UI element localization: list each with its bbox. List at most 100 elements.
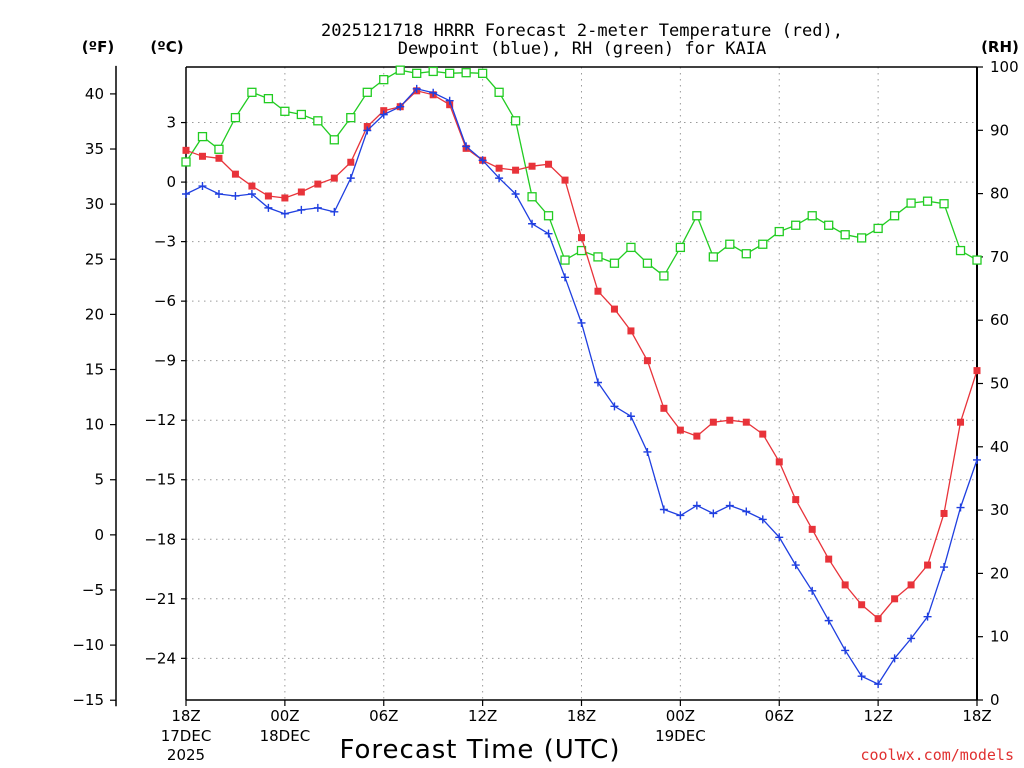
chart-title-line2: Dewpoint (blue), RH (green) for KAIA — [398, 39, 766, 59]
rh-marker — [263, 94, 274, 104]
rh-marker — [741, 249, 751, 259]
dewpoint-marker — [231, 191, 240, 200]
temperature-marker — [841, 581, 849, 589]
dewpoint-marker — [593, 378, 602, 387]
fahrenheit-tick-label: −5 — [82, 581, 104, 599]
temperature-marker — [726, 416, 734, 424]
temperature-marker — [495, 164, 503, 172]
rh-marker — [642, 258, 653, 268]
dewpoint-marker — [643, 447, 652, 456]
temperature-marker — [759, 430, 767, 438]
dewpoint-marker — [412, 84, 421, 93]
dewpoint-marker — [808, 586, 817, 595]
fahrenheit-tick-label: 35 — [85, 140, 104, 158]
dewpoint-marker — [396, 102, 405, 111]
rh-marker — [939, 199, 949, 209]
dewpoint-marker — [577, 318, 586, 327]
dewpoint-marker — [907, 634, 916, 643]
dewpoint-marker — [346, 174, 355, 183]
rh-marker — [280, 106, 290, 116]
rh-marker — [412, 68, 422, 78]
dewpoint-marker — [940, 563, 949, 572]
rh-marker — [181, 157, 191, 167]
dewpoint-marker — [363, 126, 372, 135]
dewpoint-marker — [313, 203, 322, 212]
temperature-marker — [594, 287, 602, 295]
celsius-tick-label: −24 — [144, 649, 176, 667]
x-tick-label: 12Z — [468, 707, 497, 725]
temperature-marker — [512, 166, 520, 174]
fahrenheit-tick-label: −15 — [72, 691, 104, 709]
dewpoint-marker — [659, 505, 668, 514]
temperature-marker — [643, 357, 651, 365]
temperature-marker — [545, 160, 553, 168]
x-year-label: 2025 — [167, 746, 205, 764]
dewpoint-marker — [676, 511, 685, 520]
rh-tick-label: 10 — [990, 628, 1009, 646]
x-tick-label: 18Z — [962, 707, 991, 725]
celsius-tick-label: −21 — [144, 590, 176, 608]
rh-marker — [346, 112, 356, 123]
x-tick-label: 06Z — [369, 707, 398, 725]
dewpoint-marker — [478, 156, 487, 165]
temperature-marker — [808, 525, 816, 533]
fahrenheit-tick-label: 25 — [85, 250, 104, 268]
rh-tick-label: 80 — [990, 185, 1009, 203]
rh-marker — [296, 109, 307, 120]
rh-marker — [692, 211, 702, 221]
rh-tick-label: 20 — [990, 564, 1009, 582]
temperature-marker — [215, 154, 223, 162]
rh-marker — [560, 255, 570, 265]
dewpoint-marker — [247, 189, 256, 198]
temperature-marker — [858, 601, 866, 609]
rh-marker — [906, 198, 916, 208]
x-date-label: 19DEC — [655, 727, 706, 745]
rh-marker — [510, 116, 521, 126]
x-tick-label: 00Z — [270, 707, 299, 725]
dewpoint-marker — [528, 219, 537, 228]
dewpoint-marker — [725, 501, 734, 510]
fahrenheit-tick-label: 0 — [94, 526, 104, 544]
dewpoint-marker — [445, 96, 454, 105]
x-tick-label: 18Z — [567, 707, 596, 725]
temperature-marker — [742, 418, 750, 426]
fahrenheit-tick-label: 20 — [85, 305, 104, 323]
temperature-marker — [578, 234, 585, 242]
x-axis-title: Forecast Time (UTC) — [339, 735, 620, 765]
dewpoint-marker — [379, 110, 388, 119]
dewpoint-marker — [857, 672, 866, 681]
rh-marker — [395, 65, 405, 75]
celsius-tick-label: −12 — [144, 411, 176, 429]
temperature-marker — [907, 581, 915, 589]
temperature-marker — [924, 561, 932, 569]
celsius-tick-label: 0 — [166, 173, 176, 191]
dewpoint-series — [182, 84, 981, 689]
temperature-marker — [231, 170, 239, 178]
rh-marker — [197, 131, 208, 142]
rh-marker — [494, 87, 504, 97]
fahrenheit-tick-label: 5 — [94, 471, 104, 489]
dewpoint-marker — [841, 646, 850, 655]
x-tick-label: 06Z — [765, 707, 794, 725]
temperature-marker — [874, 615, 882, 623]
x-date-label: 17DEC — [161, 727, 212, 745]
temperature-marker — [676, 426, 684, 434]
temperature-marker — [198, 152, 206, 160]
dewpoint-marker — [462, 142, 471, 151]
rh-marker — [461, 68, 471, 78]
x-tick-label: 12Z — [863, 707, 892, 725]
data-series — [181, 65, 982, 689]
rh-marker — [758, 239, 768, 249]
rh-marker — [626, 242, 636, 253]
rh-marker — [708, 252, 718, 262]
fahrenheit-tick-label: 15 — [85, 360, 104, 378]
rh-tick-label: 50 — [990, 375, 1009, 393]
rh-marker — [214, 144, 224, 154]
rh-tick-label: 70 — [990, 248, 1009, 266]
x-tick-label: 00Z — [666, 707, 695, 725]
temperature-marker — [709, 418, 717, 426]
dewpoint-marker — [709, 509, 718, 518]
rh-marker — [824, 220, 834, 230]
dewpoint-marker — [890, 654, 899, 663]
